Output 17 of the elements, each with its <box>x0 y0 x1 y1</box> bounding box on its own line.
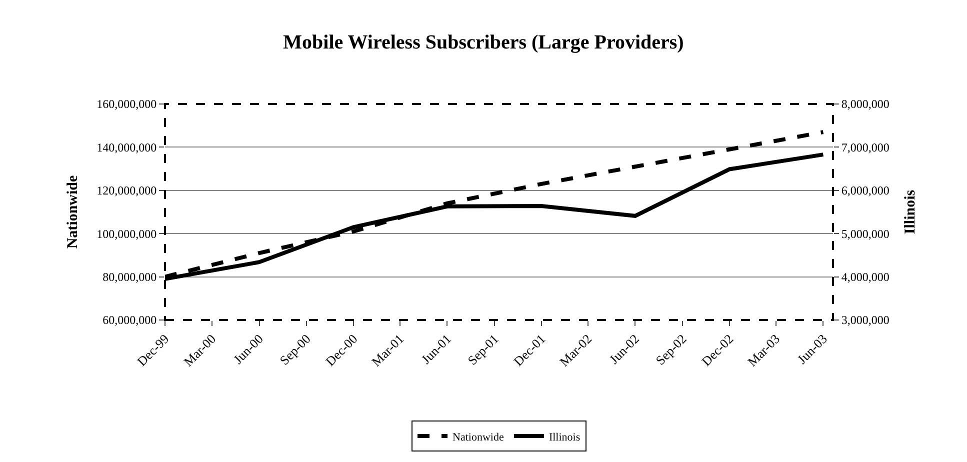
legend-label: Illinois <box>548 431 580 444</box>
y2-axis-title: Illinois <box>902 190 918 234</box>
y2-tick-label: 8,000,000 <box>841 97 890 112</box>
y2-tick-label: 4,000,000 <box>841 270 890 284</box>
y-tick-label: 100,000,000 <box>96 226 157 241</box>
y-tick-label: 160,000,000 <box>96 97 157 112</box>
y2-tick-label: 5,000,000 <box>841 226 890 241</box>
y-tick-label: 140,000,000 <box>96 140 157 154</box>
y-tick-label: 80,000,000 <box>102 270 157 284</box>
y-tick-label: 60,000,000 <box>102 313 157 328</box>
chart-title: Mobile Wireless Subscribers (Large Providers) <box>283 32 684 54</box>
y-axis-title: Nationwide <box>64 174 81 249</box>
y-tick-label: 120,000,000 <box>96 184 157 198</box>
y2-tick-label: 7,000,000 <box>841 140 890 154</box>
y2-tick-label: 6,000,000 <box>841 184 890 198</box>
y2-tick-label: 3,000,000 <box>841 313 890 328</box>
legend-label: Nationwide <box>452 431 504 444</box>
